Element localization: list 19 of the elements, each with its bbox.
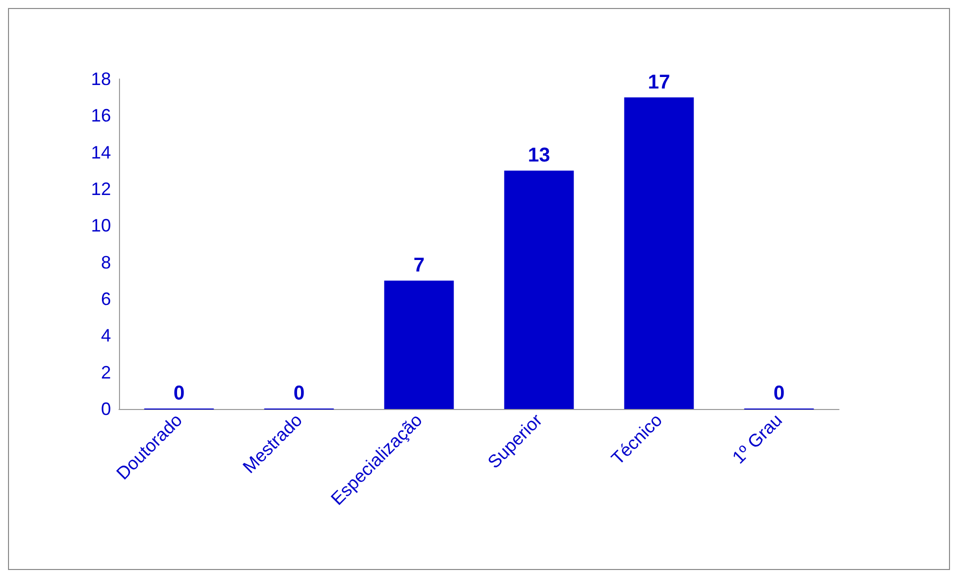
data-label: 0	[773, 382, 785, 404]
data-label: 17	[648, 71, 670, 94]
y-tick-label: 16	[90, 106, 111, 126]
y-tick-label: 12	[90, 179, 111, 199]
data-label: 7	[413, 254, 425, 277]
y-tick-label: 14	[90, 142, 111, 162]
y-tick-label: 6	[100, 289, 111, 309]
bar	[384, 280, 454, 409]
data-label: 0	[293, 382, 305, 404]
bar	[504, 170, 574, 409]
y-tick-label: 4	[100, 326, 111, 346]
data-label: 0	[173, 382, 185, 404]
bar	[624, 97, 694, 409]
y-tick-label: 2	[100, 362, 111, 382]
data-label: 13	[528, 144, 550, 167]
y-tick-label: 8	[100, 252, 111, 272]
y-tick-label: 0	[100, 399, 111, 419]
y-tick-label: 18	[90, 69, 111, 89]
y-tick-label: 10	[90, 216, 111, 236]
